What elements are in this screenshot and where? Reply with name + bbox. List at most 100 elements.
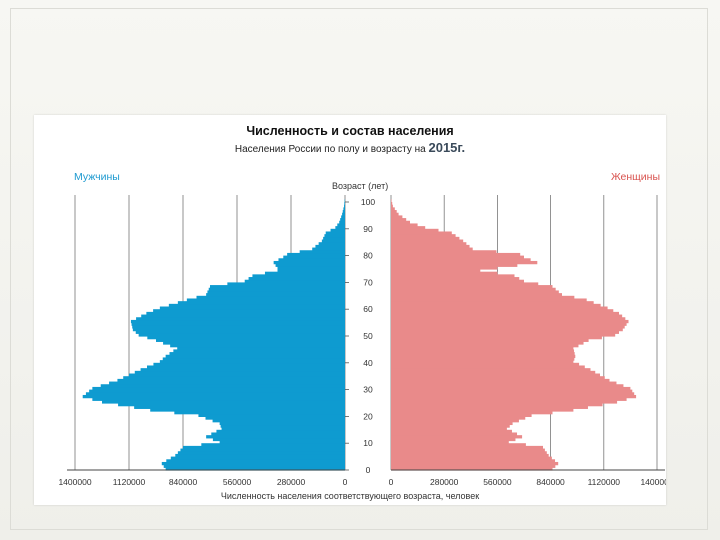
bar-women (391, 411, 553, 415)
bar-men (339, 220, 345, 225)
bar-men (135, 330, 345, 334)
bar-women (391, 282, 539, 286)
bar-women (391, 250, 497, 254)
bar-women (391, 467, 553, 471)
bar-men (129, 373, 345, 377)
bar-women (391, 376, 605, 380)
bar-women (391, 419, 519, 423)
age-tick: 10 (363, 438, 373, 448)
bar-men (138, 333, 345, 337)
bar-women (391, 456, 552, 460)
bar-men (134, 405, 345, 409)
bar-men (134, 370, 345, 375)
age-tick: 30 (363, 385, 373, 395)
age-tick: 50 (363, 331, 373, 341)
bar-women (391, 226, 426, 230)
bar-women (391, 336, 602, 340)
bar-men (287, 252, 345, 257)
bar-men (109, 381, 345, 385)
x-tick-women: 280000 (430, 477, 459, 487)
bar-women (391, 204, 393, 208)
bar-women (391, 427, 507, 431)
bar-women (391, 453, 549, 458)
bar-men (92, 397, 345, 401)
bar-men (140, 368, 345, 372)
bar-men (180, 448, 345, 452)
legend-women: Женщины (610, 171, 660, 183)
bar-women (391, 357, 575, 361)
bar-women (391, 333, 616, 337)
bar-men (196, 295, 345, 300)
x-tick-women: 0 (389, 477, 394, 487)
bar-men (163, 341, 345, 345)
bar-women (391, 212, 399, 216)
bar-women (391, 218, 407, 222)
bar-women (391, 277, 520, 281)
bar-men (156, 338, 345, 342)
bar-women (391, 207, 395, 211)
bar-women (391, 378, 610, 383)
subtitle-text: Населения России по полу и возрасту на (234, 144, 426, 155)
age-tick: 60 (363, 304, 373, 314)
bar-women (391, 258, 531, 262)
bar-women (391, 319, 629, 324)
axes (67, 201, 665, 471)
population-pyramid-chart: 1400000 1120000 840000 560000 280000 0 0 280000… (58, 195, 666, 487)
bar-women (391, 429, 512, 434)
bar-men (335, 226, 345, 230)
bar-women (391, 421, 513, 426)
bar-men (343, 207, 345, 211)
bars (82, 199, 637, 471)
x-tick-men: 280000 (277, 477, 306, 487)
bar-men (198, 413, 345, 417)
chart-panel: Численность и состав населения Населения… (34, 115, 666, 505)
bar-women (391, 303, 601, 308)
bar-women (391, 346, 574, 350)
bar-women (391, 252, 521, 257)
age-tick: 0 (366, 465, 371, 475)
bar-women (391, 403, 603, 407)
bar-women (391, 384, 624, 388)
bar-men (283, 255, 345, 259)
bar-women (391, 408, 574, 412)
bar-women (391, 370, 596, 375)
bar-women (391, 239, 464, 243)
bar-men (330, 228, 345, 233)
bar-women (391, 354, 576, 359)
bar-men (206, 435, 345, 439)
bar-men (277, 269, 345, 273)
bar-women (391, 231, 452, 235)
slide-border (10, 8, 708, 530)
bar-men (208, 287, 345, 292)
bar-men (210, 285, 345, 289)
bar-women (391, 394, 637, 399)
bar-women (391, 464, 556, 468)
bar-women (391, 362, 580, 367)
bar-men (173, 349, 345, 353)
bar-men (219, 421, 345, 426)
bar-women (391, 274, 515, 278)
bar-men (82, 394, 345, 399)
bar-women (391, 263, 518, 267)
age-tick: 70 (363, 277, 373, 287)
bar-women (391, 199, 392, 203)
bar-women (391, 451, 547, 455)
bar-men (299, 250, 345, 254)
bar-women (391, 298, 587, 302)
bar-women (391, 360, 574, 364)
bar-men (168, 303, 345, 308)
bar-men (216, 429, 345, 434)
subtitle-year: 2015г. (428, 140, 466, 155)
bar-men (170, 344, 345, 348)
x-axis-label: Численность населения соответствующего в… (220, 491, 480, 501)
bar-women (391, 314, 623, 318)
bar-men (163, 464, 345, 468)
bar-women (391, 247, 473, 251)
bar-men (136, 317, 345, 321)
bar-men (147, 365, 345, 369)
bar-men (117, 378, 345, 383)
bar-men (175, 453, 345, 458)
bar-women (391, 295, 575, 300)
bar-women (391, 271, 498, 275)
bar-women (391, 461, 559, 466)
